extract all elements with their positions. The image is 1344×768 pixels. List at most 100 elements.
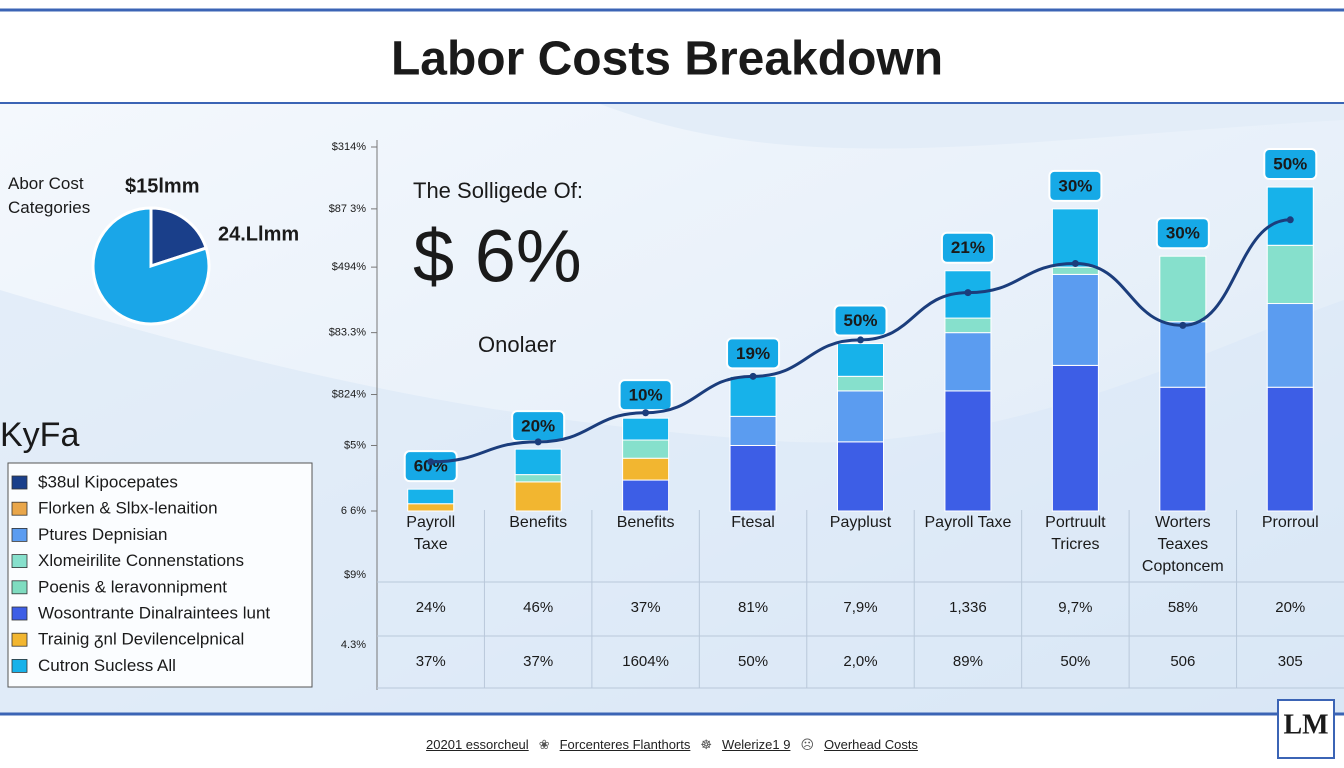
bar-segment xyxy=(1051,364,1099,512)
bar-label: 30% xyxy=(1058,176,1092,195)
badge xyxy=(1155,217,1210,250)
table-cell: 1,336 xyxy=(949,599,987,616)
y-tick-label: $824% xyxy=(332,388,366,400)
bar-segment xyxy=(1266,186,1314,246)
bar-segment xyxy=(944,317,992,334)
table-cell: 7,9% xyxy=(843,599,877,616)
badge xyxy=(940,231,995,264)
bar-label: 19% xyxy=(736,344,770,363)
x-tick-label: Payroll Taxe xyxy=(406,514,456,553)
pie-label: 24.Llmm xyxy=(218,223,299,245)
key-label: Xlomeirilite Connenstations xyxy=(38,551,244,570)
footer-link[interactable]: Forcenteres Flanthorts xyxy=(559,737,691,752)
bar-segment xyxy=(729,375,777,417)
key-swatch xyxy=(11,528,28,542)
x-tick-label: Ftesal xyxy=(731,514,775,531)
table-cell: 1604% xyxy=(622,653,669,670)
bar-segment xyxy=(514,474,562,483)
bar-segment xyxy=(622,439,670,459)
trend-line xyxy=(430,218,1291,464)
footer-link[interactable]: Welerize1 9 xyxy=(722,737,791,752)
table-cell: 50% xyxy=(1060,653,1090,670)
x-tick-label: Benefits xyxy=(616,514,675,531)
logo-box xyxy=(1277,699,1335,759)
x-tick-label: Benefits xyxy=(509,514,568,531)
bar-segment xyxy=(1051,208,1099,268)
pie-title: Abor Cost Categories xyxy=(8,174,91,217)
logo: LM xyxy=(1283,709,1328,740)
table-cell: 37% xyxy=(416,653,446,670)
key-swatch xyxy=(11,659,28,673)
table-cell: 81% xyxy=(738,599,768,616)
y-tick-label: $87 3% xyxy=(329,203,367,215)
y-tick-label: $5% xyxy=(344,439,366,451)
key-swatch xyxy=(11,475,28,490)
wave xyxy=(600,104,1344,149)
overlay-heading: The Solligede Of: xyxy=(413,178,583,203)
bar-segment xyxy=(514,448,562,476)
footer: 20201 essorcheul ❀ Forcenteres Flanthorts ☸… xyxy=(0,737,1344,753)
y-tick-label: $494% xyxy=(332,261,366,273)
badge xyxy=(1263,148,1318,181)
y-tick-label: $314% xyxy=(332,141,366,153)
bar-segment xyxy=(1051,273,1099,366)
bar-label: 20% xyxy=(521,417,555,436)
bar-label: 50% xyxy=(843,311,877,330)
key-swatch xyxy=(11,554,28,568)
trend-point xyxy=(427,458,435,466)
table-cell: 20% xyxy=(1275,599,1305,616)
y-tick-label: $83.3% xyxy=(329,327,367,339)
key-label: Poenis & leravonnipment xyxy=(38,577,227,596)
key-swatch xyxy=(11,580,28,595)
bar-segment xyxy=(1266,244,1314,305)
bar-segment xyxy=(622,417,670,441)
bar-segment xyxy=(837,390,884,443)
trend-point xyxy=(534,438,542,446)
bar-segment xyxy=(1266,303,1314,388)
table-cell: 305 xyxy=(1278,653,1303,670)
x-tick-label: Payroll Taxe xyxy=(924,514,1012,531)
x-tick-label: Worters Teaxes Coptoncem xyxy=(1141,514,1224,575)
title: Labor Costs Breakdown xyxy=(391,33,943,86)
key-label: Wosontrante Dinalraintees lunt xyxy=(38,603,270,622)
bar-segment xyxy=(729,444,777,512)
badge xyxy=(833,304,888,337)
x-tick-label: Payplust xyxy=(829,514,892,531)
bar-segment xyxy=(1159,321,1207,388)
bar-label: 21% xyxy=(951,238,985,257)
overlay-figure: $ 6% xyxy=(413,215,582,298)
x-tick-label: Portruult Tricres xyxy=(1045,514,1106,553)
table-cell: 46% xyxy=(523,599,553,616)
footer-icon: ☸ xyxy=(700,737,713,752)
wave xyxy=(0,290,1344,714)
trend-point xyxy=(857,336,864,344)
bar-segment xyxy=(407,488,455,505)
table-cell: 37% xyxy=(631,599,661,616)
key-box xyxy=(7,462,313,688)
bar-segment xyxy=(514,481,562,512)
key-swatch xyxy=(11,632,28,647)
overlay-caption: Onolaer xyxy=(478,332,556,357)
bar-segment xyxy=(944,332,992,392)
key-label: Cutron Sucless All xyxy=(38,656,176,675)
row-label: 4.3% xyxy=(341,639,366,651)
table-cell: 58% xyxy=(1168,599,1198,616)
footer-icon: ☹ xyxy=(800,737,814,752)
table-cell: 2,0% xyxy=(843,653,877,670)
footer-icon: ❀ xyxy=(538,737,550,752)
y-tick-label: 6 6% xyxy=(341,505,366,517)
trend-point xyxy=(964,289,972,297)
key-title: KyFa xyxy=(0,416,79,454)
key-swatch xyxy=(11,606,28,621)
badge xyxy=(726,337,781,370)
bar-segment xyxy=(407,503,455,512)
pie-slice xyxy=(91,206,211,326)
bar-segment xyxy=(729,415,777,446)
bar-label: 50% xyxy=(1273,155,1307,174)
bar-segment xyxy=(622,479,670,512)
key-label: $38ul Kipocepates xyxy=(38,472,178,491)
footer-link[interactable]: 20201 essorcheul xyxy=(426,737,529,752)
footer-link[interactable]: Overhead Costs xyxy=(824,737,918,752)
